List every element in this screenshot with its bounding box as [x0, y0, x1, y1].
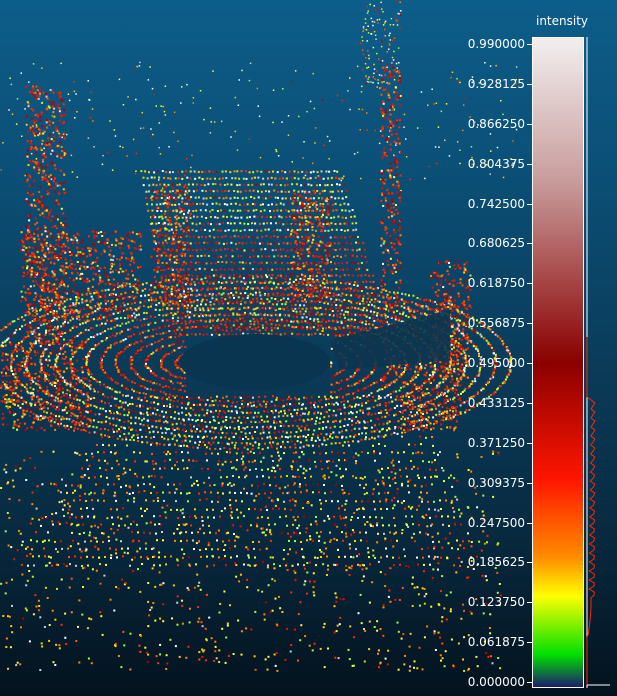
scalar-tick-mark [527, 642, 532, 644]
scalar-tick-label: 0.371250 [467, 435, 525, 450]
scalar-tick-mark [527, 442, 532, 444]
scalar-tick-label: 0.309375 [467, 475, 525, 490]
scalar-tick-label: 0.495000 [467, 356, 525, 370]
scalar-tick-mark [527, 482, 532, 484]
scalar-tick-label: 0.866250 [467, 116, 525, 131]
scalar-tick-label: 0.433125 [467, 395, 525, 410]
scalar-tick-label: 0.000000 [467, 675, 525, 689]
scalar-tick-mark [527, 283, 532, 285]
scalar-tick-label: 0.185625 [467, 555, 525, 570]
scalar-tick-mark [527, 402, 532, 404]
scalar-tick-label: 0.928125 [467, 76, 525, 91]
scalar-tick-label: 0.742500 [467, 196, 525, 211]
scalar-tick-mark [527, 243, 532, 245]
scalar-tick-mark [527, 123, 532, 125]
scalar-tick-label: 0.247500 [467, 515, 525, 530]
scalar-histogram [586, 37, 610, 688]
scalar-tick-mark [527, 323, 532, 325]
scalar-tick-label: 0.123750 [467, 595, 525, 610]
scalar-tick-label: 0.680625 [467, 236, 525, 251]
scalar-tick-label: 0.556875 [467, 316, 525, 331]
scalar-tick-mark [527, 682, 532, 683]
scalar-tick-mark [527, 363, 532, 364]
histogram-trace [586, 337, 596, 685]
color-scale-bar [532, 37, 584, 688]
scalar-tick-mark [527, 44, 532, 45]
scalar-tick-mark [527, 602, 532, 604]
scalar-tick-label: 0.618750 [467, 276, 525, 291]
scalar-tick-mark [527, 522, 532, 524]
scalar-tick-label: 0.804375 [467, 156, 525, 171]
scalar-tick-mark [527, 83, 532, 85]
scalar-tick-mark [527, 562, 532, 564]
scalar-tick-mark [527, 203, 532, 205]
scalar-tick-mark [527, 163, 532, 165]
scalar-tick-label: 0.061875 [467, 635, 525, 650]
scalar-tick-label: 0.990000 [467, 37, 525, 51]
scalar-bar-title: intensity [535, 14, 589, 28]
